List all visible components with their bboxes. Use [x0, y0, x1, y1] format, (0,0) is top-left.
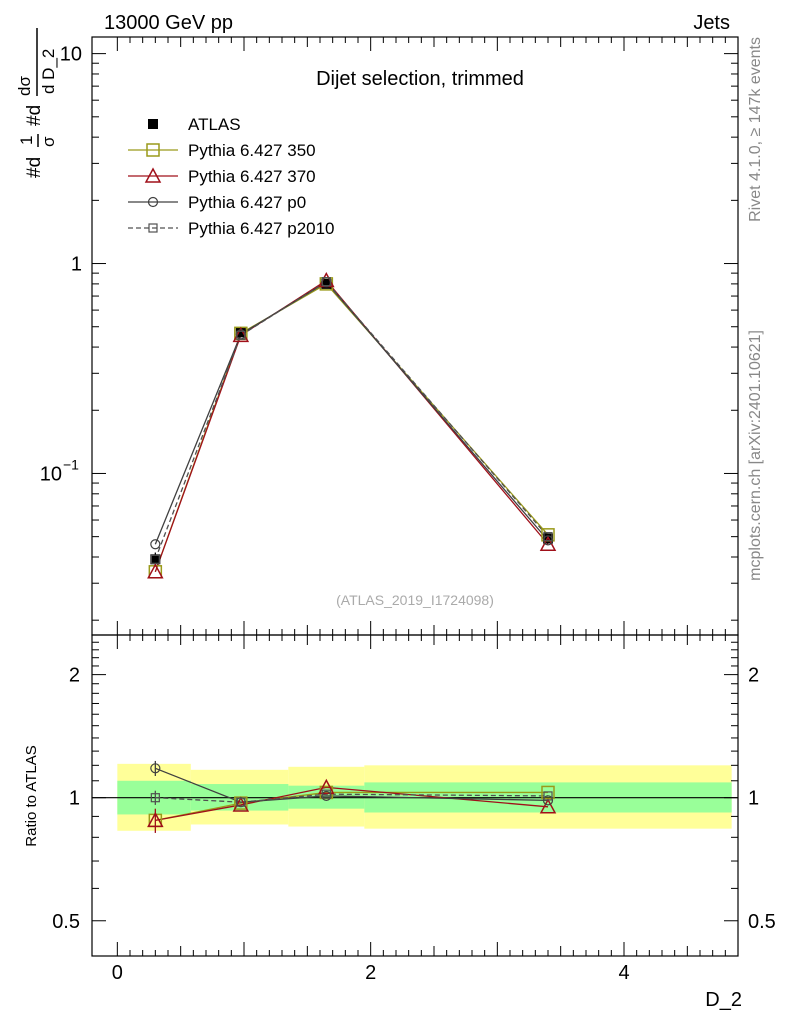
ratio-ytick-label-left-2: 2 [69, 665, 80, 687]
ratio-point-1-3 [539, 798, 557, 814]
ratio-ytick-label-left-0: 0.5 [52, 911, 80, 933]
header-left: 13000 GeV pp [104, 12, 233, 34]
legend: ATLAS Pythia 6.427 350 Pythia 6.427 370 Pyt… [128, 115, 335, 238]
ratio-point-1-2 [318, 778, 335, 795]
ratio-point-3-0 [150, 793, 160, 803]
header-right: Jets [693, 12, 730, 34]
main-ytick-label-0p1: 10 [40, 463, 62, 485]
ylabel-part-1: #d [24, 157, 45, 178]
main-point-0-1 [235, 327, 246, 338]
legend-marker-4 [148, 223, 158, 233]
main-point-0-0 [150, 554, 161, 565]
ratio-ytick-label-right-0: 0.5 [748, 911, 776, 933]
main-point-4-2 [321, 277, 331, 287]
ylabel-part-2: 1 [17, 136, 36, 145]
legend-marker-3 [147, 196, 159, 208]
rivet-version-label: Rivet 4.1.0, ≥ 147k events [747, 37, 764, 222]
main-ytick-label-1: 1 [71, 254, 82, 276]
ylabel-part-3: σ [39, 136, 58, 147]
ylabel-part-6: d D_2 [39, 49, 58, 94]
main-ytick-label-0p1-exponent: −1 [63, 456, 79, 472]
main-line-3 [154, 281, 549, 545]
main-line-1 [154, 283, 549, 573]
ratio-series-lines [155, 767, 549, 822]
main-point-0-2 [321, 278, 332, 289]
main-point-4-0 [150, 554, 160, 564]
ratio-point-3-3 [543, 791, 553, 801]
main-series-lines [154, 279, 549, 573]
x-tick-label-1: 2 [365, 962, 376, 984]
mcplots-label: mcplots.cern.ch [arXiv:2401.10621] [747, 330, 764, 581]
main-point-2-0 [147, 563, 164, 579]
legend-label-3: Pythia 6.427 p0 [188, 193, 306, 212]
ratio-point-3-1 [236, 797, 246, 807]
x-axis-label: D_2 [705, 989, 742, 1011]
main-line-4 [154, 280, 549, 560]
ratio-line-1 [155, 786, 549, 822]
ratio-frame [91, 634, 739, 957]
legend-marker-0 [148, 119, 158, 129]
x-tick-label-0: 0 [112, 962, 123, 984]
ratio-ytick-label-right-1: 1 [748, 788, 759, 810]
ratio-point-2-0 [150, 763, 161, 774]
main-point-4-3 [543, 532, 553, 542]
legend-marker-1 [146, 143, 160, 157]
legend-label-0: ATLAS [188, 115, 241, 134]
x-tick-label-2: 4 [618, 962, 629, 984]
ratio-point-1-0 [147, 811, 164, 828]
ratio-ytick-label-right-2: 2 [748, 665, 759, 687]
ratio-y-axis-label: Ratio to ATLAS [23, 745, 40, 846]
main-series-markers [147, 271, 557, 579]
ylabel-part-5: dσ [15, 76, 34, 96]
main-line-2 [154, 279, 549, 573]
ylabel-part-4: #d [24, 105, 45, 126]
legend-label-4: Pythia 6.427 p2010 [188, 219, 335, 238]
main-point-3-0 [150, 539, 161, 550]
legend-marker-2 [144, 167, 162, 183]
ratio-point-3-2 [321, 789, 331, 799]
legend-label-1: Pythia 6.427 350 [188, 141, 316, 160]
ratio-line-2 [155, 767, 549, 803]
ratio-ytick-label-left-1: 1 [69, 788, 80, 810]
main-ytick-label-10: 10 [60, 44, 82, 66]
legend-label-2: Pythia 6.427 370 [188, 167, 316, 186]
ratio-series-markers [147, 760, 557, 833]
main-plot-title: Dijet selection, trimmed [316, 68, 524, 90]
analysis-watermark: (ATLAS_2019_I1724098) [336, 592, 494, 608]
ratio-axes: 0 2 4 0.5 0.5 1 1 2 2 [52, 634, 776, 984]
main-y-axis-label: #d 1 σ #d dσ d D_2 [15, 28, 58, 178]
ratio-line-3 [155, 793, 549, 803]
main-point-4-1 [236, 330, 246, 340]
